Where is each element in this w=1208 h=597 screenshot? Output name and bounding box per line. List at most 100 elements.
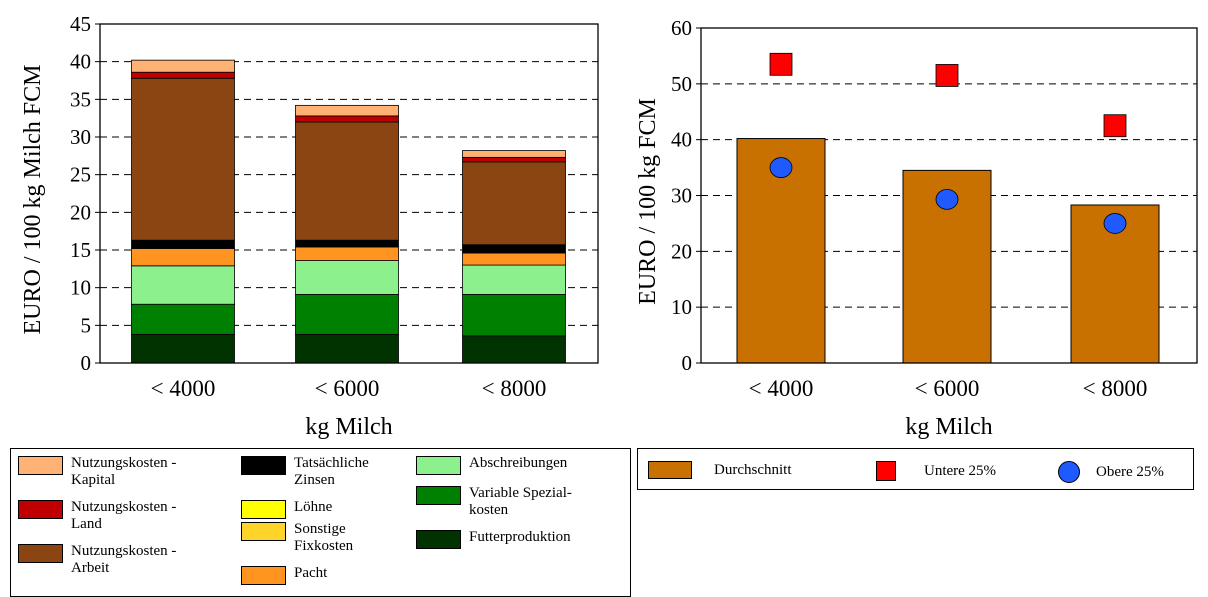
legend-label: Nutzungskosten - Kapital [71, 455, 177, 488]
y-tick-label: 10 [70, 276, 91, 300]
y-tick-label: 20 [70, 200, 91, 224]
legend-swatch [416, 456, 461, 475]
marker-obere [935, 189, 959, 210]
bar-segment-abschreibungen [295, 260, 399, 295]
bar-segment-futter [131, 333, 235, 364]
bar-segment-arbeit [462, 161, 566, 246]
x-tick-label: < 8000 [482, 376, 547, 401]
bar-segment-zinsen [295, 239, 399, 248]
bar-segment-pacht [462, 252, 566, 266]
bar-segment-variable [131, 303, 235, 335]
legend-swatch [18, 500, 63, 519]
bar-segment-futter [462, 335, 566, 364]
legend-swatch [876, 461, 896, 481]
legend-label: Futterproduktion [469, 529, 571, 545]
x-axis-label: kg Milch [305, 414, 392, 440]
legend-item-obere: Obere 25% [1058, 461, 1164, 483]
legend-item-futter: Futterproduktion [416, 529, 571, 549]
bar-segment-futter [295, 333, 399, 364]
y-tick-label: 35 [70, 87, 91, 111]
legend-item-untere: Untere 25% [876, 461, 996, 481]
legend-swatch [241, 566, 286, 585]
legend-label: Nutzungskosten - Arbeit [71, 543, 177, 576]
legend-label: Sonstige Fixkosten [294, 521, 354, 554]
x-tick-label: < 4000 [749, 376, 814, 401]
plot-frame [99, 23, 599, 364]
y-tick-label: 0 [682, 351, 693, 375]
bar-segment-variable [295, 294, 399, 335]
bar-segment-variable [462, 294, 566, 337]
y-tick-label: 5 [81, 313, 92, 337]
legend-item-variable: Variable Spezial- kosten [416, 485, 572, 519]
y-axis-label: EURO / 100 kg FCM [635, 98, 661, 305]
y-tick-label: 20 [671, 239, 692, 263]
legend-item-arbeit: Nutzungskosten - Arbeit [18, 543, 176, 577]
y-tick-label: 15 [70, 238, 91, 262]
bar-segment-arbeit [131, 77, 235, 241]
legend-label: Tatsächliche Zinsen [294, 455, 369, 488]
marker-untere [1103, 114, 1127, 138]
x-axis-label: kg Milch [905, 414, 992, 440]
legend-swatch [416, 486, 461, 505]
legend-item-durchschnitt: Durchschnitt [648, 461, 791, 479]
bar-segment-abschreibungen [131, 265, 235, 305]
bar-segment-kapital [131, 59, 235, 73]
bar-segment-land [131, 71, 235, 79]
y-tick-label: 45 [70, 12, 91, 36]
bar-segment-land [295, 115, 399, 123]
legend-label: Variable Spezial- kosten [469, 485, 572, 518]
bar-segment-pacht [131, 248, 235, 267]
bar-segment-arbeit [295, 121, 399, 241]
y-tick-label: 40 [671, 128, 692, 152]
legend-label: Untere 25% [924, 462, 997, 479]
x-tick-label: < 8000 [1083, 376, 1148, 401]
y-tick-label: 30 [70, 125, 91, 149]
bar-segment-zinsen [462, 244, 566, 254]
marker-untere [769, 52, 793, 76]
legend-swatch [1058, 461, 1080, 483]
legend-swatch [241, 500, 286, 519]
marker-untere [935, 64, 959, 87]
legend-label: Obere 25% [1096, 463, 1164, 480]
legend-swatch [416, 530, 461, 549]
legend-item-abschreibungen: Abschreibungen [416, 455, 567, 475]
stacked-cost-chart: 0 5 10 15 20 25 30 35 40 45 < 4000 < 6000 < 8000 kg M… [20, 12, 599, 440]
marker-obere [769, 157, 793, 178]
legend-label: Pacht [294, 565, 328, 581]
y-tick-label: 30 [671, 184, 692, 208]
legend-item-sonstige: Sonstige Fixkosten [241, 521, 353, 555]
bar-segment-land [462, 156, 566, 163]
legend-swatch [18, 544, 63, 563]
bar-segment-zinsen [131, 239, 235, 249]
y-tick-label: 60 [671, 16, 692, 40]
y-tick-label: 0 [81, 351, 92, 375]
legend-item-kapital: Nutzungskosten - Kapital [18, 455, 176, 489]
bar-segment-abschreibungen [462, 264, 566, 295]
legend-label: Nutzungskosten - Land [71, 499, 177, 532]
legend-swatch [241, 522, 286, 541]
bar-segment-kapital [462, 150, 566, 158]
x-tick-label: < 4000 [151, 376, 216, 401]
bar-segment-kapital [295, 104, 399, 117]
y-tick-label: 25 [70, 163, 91, 187]
cost-comparison-chart: 0 10 20 30 40 50 60 < 4000 < 6000 < 8000 kg Milch E… [635, 16, 1198, 440]
legend-swatch [648, 461, 692, 479]
x-tick-label: < 6000 [915, 376, 980, 401]
legend-swatch [18, 456, 63, 475]
y-tick-label: 50 [671, 72, 692, 96]
legend-label: Abschreibungen [469, 455, 568, 471]
marker-obere [1103, 213, 1127, 234]
x-tick-label: < 6000 [315, 376, 380, 401]
y-tick-label: 40 [70, 50, 91, 74]
legend-item-zinsen: Tatsächliche Zinsen [241, 455, 369, 489]
group-legend: Durchschnitt Untere 25% Obere 25% [637, 448, 1194, 490]
legend-item-loehne: Löhne [241, 499, 332, 519]
y-tick-label: 10 [671, 295, 692, 319]
legend-label: Löhne [294, 499, 333, 515]
plot-frame [700, 27, 1198, 364]
bar-segment-pacht [295, 246, 399, 261]
legend-label: Durchschnitt [714, 461, 792, 478]
legend-swatch [241, 456, 286, 475]
cost-legend: Nutzungskosten - Kapital Nutzungskosten -… [10, 448, 631, 597]
legend-item-pacht: Pacht [241, 565, 327, 585]
